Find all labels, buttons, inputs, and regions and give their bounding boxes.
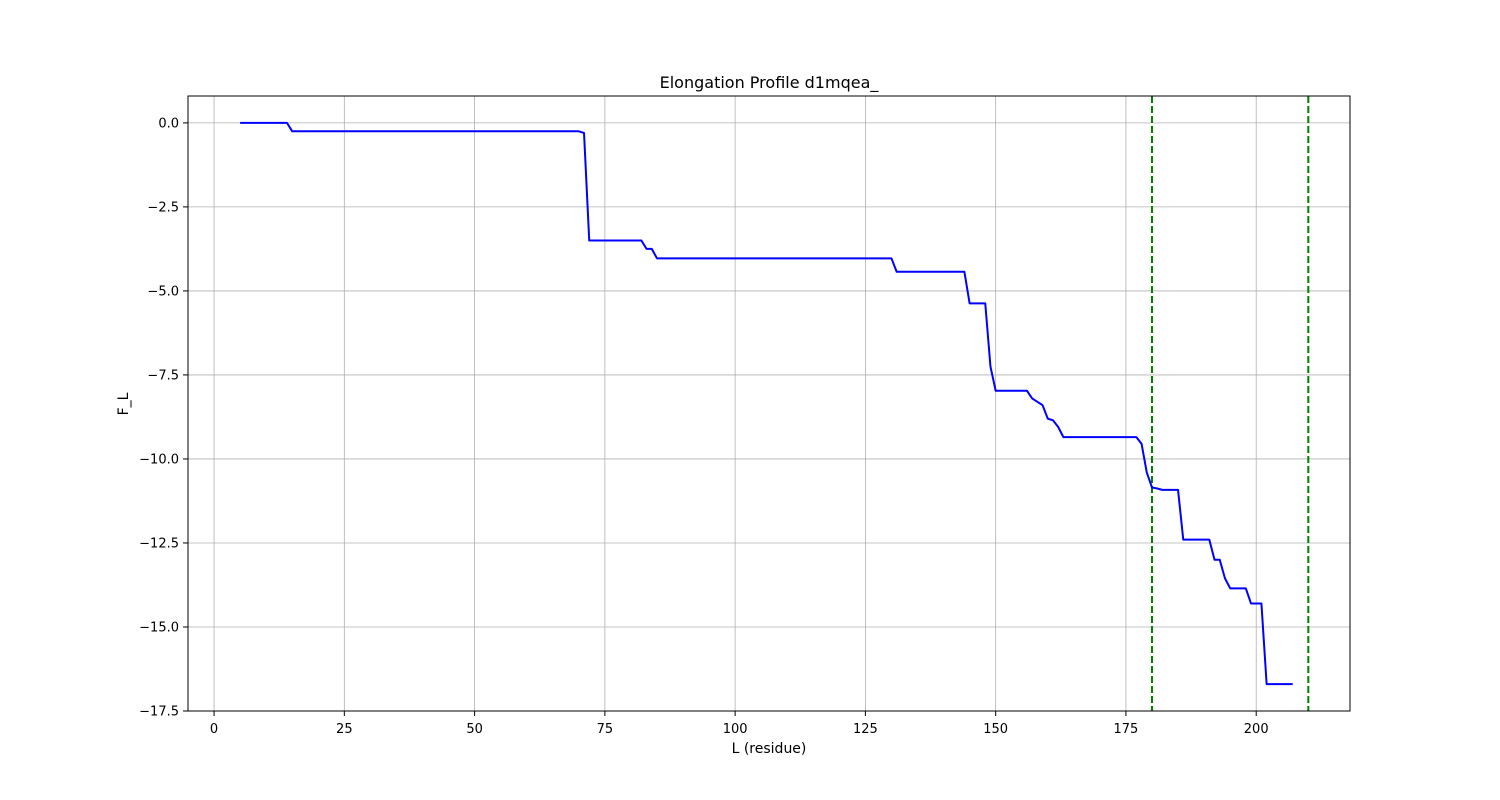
y-axis-ticks: 0.0 −2.5 −5.0 −7.5 −10.0 −12.5 −15.0 −17.5 (139, 116, 188, 720)
x-tick-label: 0 (210, 722, 218, 737)
x-tick-label: 150 (983, 722, 1008, 737)
y-tick-label: −2.5 (147, 200, 179, 215)
y-tick-label: −7.5 (147, 368, 179, 383)
y-tick-label: −5.0 (147, 284, 179, 299)
x-axis-label: L (residue) (732, 741, 807, 757)
x-tick-label: 100 (723, 722, 748, 737)
x-axis-ticks: 0 25 50 75 100 125 150 175 200 (210, 711, 1269, 737)
y-tick-label: −15.0 (139, 620, 179, 635)
y-axis-label: F_L (116, 392, 132, 415)
reference-lines (1150, 96, 1310, 711)
chart-title: Elongation Profile d1mqea_ (660, 73, 880, 93)
y-tick-label: −10.0 (139, 452, 179, 467)
y-tick-label: −17.5 (139, 705, 179, 720)
series-line (240, 121, 1293, 686)
x-tick-label: 200 (1244, 722, 1269, 737)
plot-area (188, 96, 1350, 711)
y-tick-label: −12.5 (139, 536, 179, 551)
plot-frame (187, 95, 1351, 712)
x-tick-label: 75 (597, 722, 614, 737)
x-tick-label: 25 (336, 722, 353, 737)
y-tick-label: 0.0 (158, 116, 179, 131)
x-tick-label: 125 (853, 722, 878, 737)
x-tick-label: 50 (466, 722, 483, 737)
grid-lines (188, 96, 1350, 712)
data-series (240, 121, 1293, 686)
x-tick-label: 175 (1114, 722, 1139, 737)
